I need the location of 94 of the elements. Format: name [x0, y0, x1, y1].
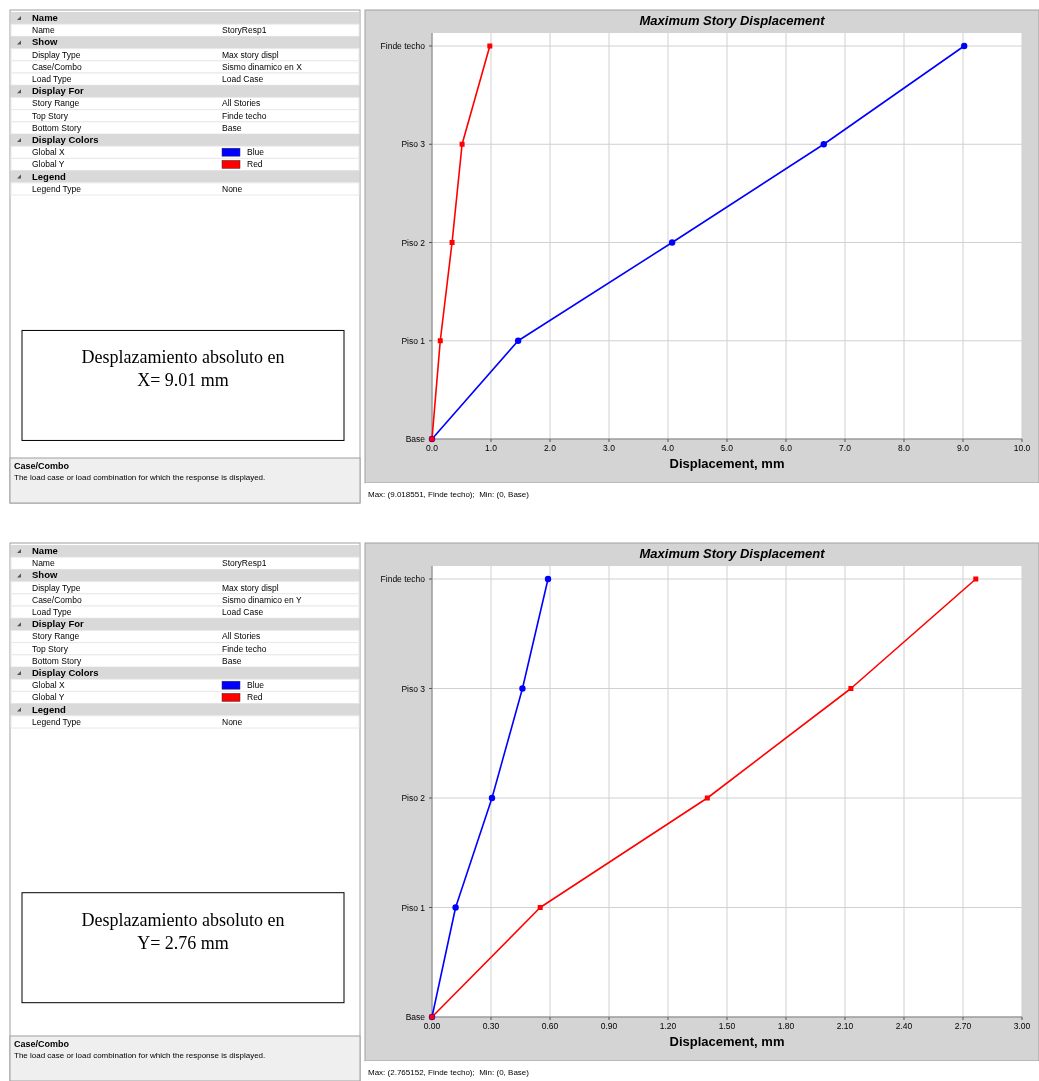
category-label: Display Colors	[32, 667, 99, 678]
x-tick-label: 2.0	[544, 443, 557, 453]
x-tick-label: 0.60	[541, 1021, 559, 1031]
text: Red	[247, 159, 263, 170]
x-tick-label: 1.50	[718, 1021, 736, 1031]
text: Max story displ	[222, 49, 279, 60]
category-label: Load Type	[32, 74, 72, 84]
text: Max story displ	[222, 582, 279, 593]
category-label: Legend Type	[32, 183, 82, 194]
x-tick-label: 7.0	[839, 443, 852, 453]
x-tick-label: 0.30	[482, 1021, 500, 1031]
y-tick-label: Base	[405, 1012, 426, 1022]
category-label: Legend	[32, 703, 66, 715]
category-label: Display Type	[32, 49, 81, 60]
category-label: Display Type	[32, 582, 81, 593]
x-tick-label: 8.0	[898, 443, 911, 453]
text: Red	[247, 692, 263, 703]
x-tick-label: 10.0	[1013, 443, 1031, 453]
category-label: Name	[32, 545, 58, 556]
x-tick-label: 5.0	[721, 443, 734, 453]
text: Load Case	[222, 74, 264, 84]
text: Max: (9.018551, Finde techo); Min: (0, Base)	[368, 490, 530, 499]
text: Blue	[247, 680, 265, 691]
text: Case/Combo	[14, 1039, 70, 1049]
category-label: Story Range	[32, 631, 80, 642]
category-label: Show	[32, 569, 58, 581]
x-tick-label: 3.00	[1013, 1021, 1031, 1031]
y-tick-label: Finde techo	[380, 574, 426, 584]
category-label: Top Story	[32, 110, 69, 121]
text: Blue	[247, 147, 265, 158]
category-label: Global X	[32, 147, 65, 158]
text: Case/Combo	[14, 461, 70, 471]
x-tick-label: 0.0	[426, 443, 439, 453]
x-tick-label: 1.20	[659, 1021, 677, 1031]
category-label: Case/Combo	[32, 594, 82, 605]
category-label: Global X	[32, 680, 65, 691]
category-label: Legend	[32, 170, 66, 182]
x-tick-label: 3.0	[603, 443, 616, 453]
y-tick-label: Piso 1	[401, 902, 426, 913]
text: Max: (2.765152, Finde techo); Min: (0, Base)	[368, 1068, 530, 1077]
text: All Stories	[222, 631, 261, 642]
category-label: Show	[32, 36, 58, 48]
text: The load case or load combination for which the response is displayed.	[14, 473, 266, 482]
chart-title: Maximum Story Displacement	[639, 13, 826, 28]
y-tick-label: Base	[405, 434, 426, 444]
category-label: Top Story	[32, 643, 69, 654]
category-label: Name	[32, 25, 55, 36]
y-tick-label: Piso 2	[401, 237, 426, 248]
text: Desplazamiento absoluto en Y= 2.76 mm	[81, 909, 285, 953]
category-label: Case/Combo	[32, 61, 82, 72]
x-tick-label: 1.80	[777, 1021, 795, 1031]
x-tick-label: 6.0	[780, 443, 793, 453]
x-tick-label: 4.0	[662, 443, 675, 453]
text: Finde techo	[222, 110, 267, 121]
text: None	[222, 183, 243, 194]
text: Load Case	[222, 607, 264, 617]
chart-title: Maximum Story Displacement	[639, 546, 826, 561]
category-label: Bottom Story	[32, 122, 82, 133]
category-label: Name	[32, 12, 58, 23]
x-axis-title: Displacement, mm	[669, 1034, 785, 1049]
category-label: Display For	[32, 618, 85, 630]
category-label: Display Colors	[32, 134, 99, 145]
y-tick-label: Finde techo	[380, 41, 426, 51]
text: Sismo dinamico en X	[222, 61, 302, 72]
text: StoryResp1	[222, 25, 267, 36]
text: Base	[222, 655, 242, 666]
x-tick-label: 0.00	[423, 1021, 441, 1031]
text: All Stories	[222, 98, 261, 109]
y-tick-label: Piso 1	[401, 335, 426, 346]
x-tick-label: 9.0	[957, 443, 970, 453]
text: Finde techo	[222, 643, 267, 654]
text: None	[222, 716, 243, 727]
y-tick-label: Piso 3	[401, 683, 426, 694]
x-tick-label: 2.40	[895, 1021, 913, 1031]
text: Base	[222, 122, 242, 133]
x-tick-label: 0.90	[600, 1021, 618, 1031]
category-label: Display For	[32, 85, 85, 97]
category-label: Bottom Story	[32, 655, 82, 666]
category-label: Load Type	[32, 607, 72, 617]
y-tick-label: Piso 3	[401, 139, 426, 150]
text: StoryResp1	[222, 558, 267, 569]
category-label: Global Y	[32, 692, 65, 703]
category-label: Legend Type	[32, 716, 82, 727]
y-tick-label: Piso 2	[401, 793, 426, 803]
text: The load case or load combination for which the response is displayed.	[14, 1051, 266, 1060]
text: Desplazamiento absoluto en X= 9.01 mm	[81, 347, 285, 391]
x-tick-label: 2.10	[836, 1021, 854, 1031]
text: Sismo dinamico en Y	[222, 594, 302, 605]
category-label: Name	[32, 558, 55, 569]
x-tick-label: 2.70	[954, 1021, 972, 1031]
category-label: Global Y	[32, 159, 65, 170]
x-tick-label: 1.0	[485, 443, 498, 453]
category-label: Story Range	[32, 98, 80, 109]
x-axis-title: Displacement, mm	[669, 456, 785, 471]
